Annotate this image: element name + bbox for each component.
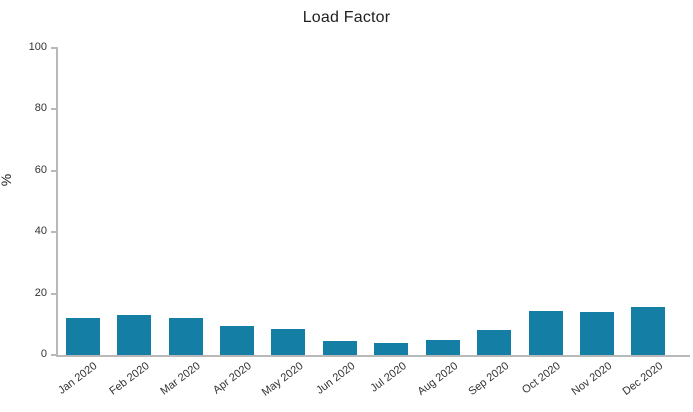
- bar-slot: [160, 48, 211, 355]
- y-tick-label: 20: [34, 286, 47, 299]
- bar-may-2020: [271, 328, 306, 355]
- bar-jan-2020: [65, 318, 100, 355]
- bar-slot: [520, 48, 571, 355]
- bars-area: [57, 48, 674, 355]
- y-tick-label: 100: [28, 41, 47, 53]
- bar-sep-2020: [477, 330, 512, 355]
- y-tick-mark: [51, 292, 56, 295]
- y-axis-label: %: [0, 150, 14, 210]
- y-tick-mark: [51, 169, 56, 172]
- bar-slot: [417, 48, 468, 355]
- x-tick-label: Apr 2020: [211, 360, 255, 397]
- bar-jun-2020: [322, 341, 357, 355]
- bar-oct-2020: [528, 310, 563, 355]
- y-tick-mark: [51, 108, 56, 111]
- bar-feb-2020: [117, 315, 152, 355]
- bar-slot: [623, 48, 674, 355]
- bar-slot: [108, 48, 159, 355]
- y-tick-label: 0: [40, 348, 47, 360]
- y-tick-label: 60: [34, 163, 47, 176]
- bar-slot: [211, 48, 262, 355]
- bar-dec-2020: [631, 307, 666, 355]
- bar-aug-2020: [425, 339, 460, 355]
- bar-jul-2020: [374, 342, 409, 355]
- x-tick-label: Aug 2020: [415, 360, 460, 398]
- y-axis-line: [56, 47, 58, 357]
- y-tick-mark: [51, 354, 56, 356]
- bar-slot: [571, 48, 622, 355]
- bar-slot: [57, 48, 108, 355]
- bar-slot: [314, 48, 365, 355]
- y-tick-label: 80: [34, 102, 47, 115]
- x-tick-label: Nov 2020: [569, 360, 615, 398]
- x-tick-label: Feb 2020: [107, 360, 152, 398]
- bar-apr-2020: [219, 325, 254, 355]
- x-tick-label: Oct 2020: [519, 360, 563, 397]
- y-tick-mark: [51, 47, 56, 49]
- bar-slot: [468, 48, 519, 355]
- x-axis-line: [56, 355, 690, 357]
- x-tick-label: Dec 2020: [620, 360, 666, 398]
- x-tick-label: Mar 2020: [158, 360, 203, 398]
- chart-title: Load Factor: [302, 9, 391, 26]
- bar-mar-2020: [168, 318, 203, 355]
- y-tick-mark: [51, 231, 56, 234]
- bar-slot: [263, 48, 314, 355]
- x-tick-label: Jul 2020: [368, 360, 409, 395]
- x-tick-label: May 2020: [259, 360, 306, 399]
- x-tick-label: Sep 2020: [466, 360, 512, 398]
- x-tick-label: Jan 2020: [56, 360, 100, 397]
- bar-nov-2020: [579, 312, 614, 355]
- bar-slot: [366, 48, 417, 355]
- x-tick-label: Jun 2020: [313, 360, 358, 397]
- y-tick-label: 40: [34, 225, 47, 238]
